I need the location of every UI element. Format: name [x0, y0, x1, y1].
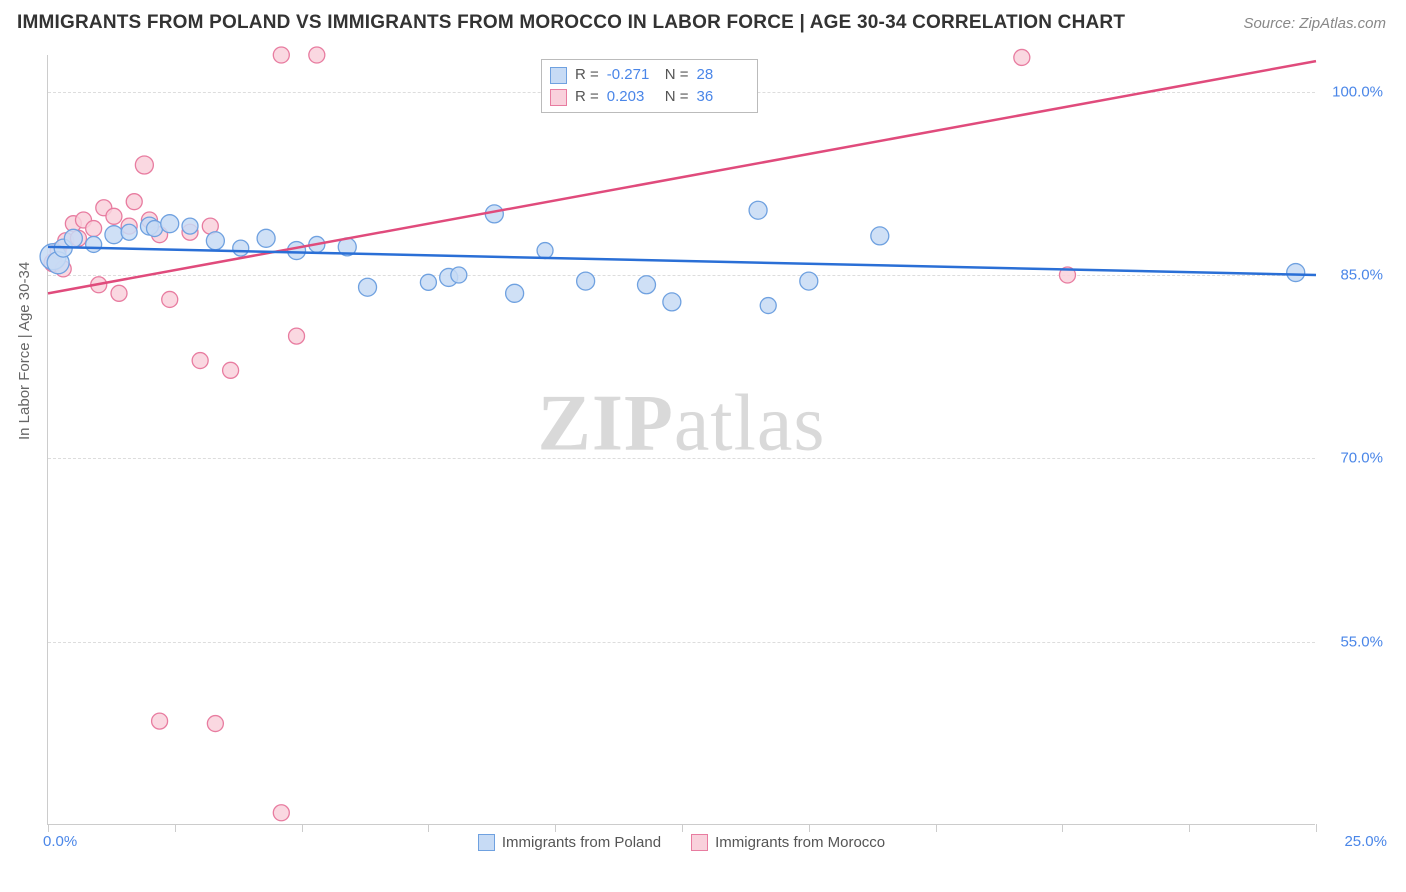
swatch-poland [550, 67, 567, 84]
legend-item-morocco: Immigrants from Morocco [691, 834, 885, 851]
r-label: R = [575, 86, 599, 108]
data-point-poland [105, 226, 123, 244]
x-tick [48, 824, 49, 832]
data-point-poland [451, 267, 467, 283]
data-point-poland [161, 215, 179, 233]
plot-area: ZIPatlas 55.0%70.0%85.0%100.0% R = -0.27… [47, 55, 1315, 825]
legend-label-poland: Immigrants from Poland [502, 834, 661, 851]
data-point-poland [86, 236, 102, 252]
data-point-poland [537, 243, 553, 259]
r-value-poland: -0.271 [607, 64, 657, 86]
n-label: N = [665, 64, 689, 86]
data-point-morocco [273, 47, 289, 63]
data-point-poland [506, 284, 524, 302]
data-point-poland [420, 274, 436, 290]
swatch-morocco [550, 89, 567, 106]
x-tick [1189, 824, 1190, 832]
x-tick [302, 824, 303, 832]
x-tick [682, 824, 683, 832]
data-point-morocco [192, 353, 208, 369]
data-point-morocco [86, 221, 102, 237]
legend-label-morocco: Immigrants from Morocco [715, 834, 885, 851]
chart-title: IMMIGRANTS FROM POLAND VS IMMIGRANTS FRO… [17, 12, 1125, 34]
legend-bottom: Immigrants from Poland Immigrants from M… [48, 834, 1315, 851]
x-tick [1316, 824, 1317, 832]
n-value-morocco: 36 [697, 86, 747, 108]
regression-line-poland [48, 247, 1316, 275]
data-point-morocco [162, 291, 178, 307]
x-tick [175, 824, 176, 832]
data-point-poland [182, 218, 198, 234]
x-axis-max-label: 25.0% [1344, 833, 1387, 850]
data-point-poland [577, 272, 595, 290]
scatter-plot-svg [48, 55, 1315, 824]
data-point-morocco [106, 208, 122, 224]
data-point-poland [760, 298, 776, 314]
n-value-poland: 28 [697, 64, 747, 86]
r-label: R = [575, 64, 599, 86]
legend-item-poland: Immigrants from Poland [478, 834, 661, 851]
y-tick-label: 85.0% [1340, 267, 1383, 284]
legend-stats-row-morocco: R = 0.203 N = 36 [550, 86, 747, 108]
legend-stats-box: R = -0.271 N = 28 R = 0.203 N = 36 [541, 59, 758, 113]
data-point-poland [359, 278, 377, 296]
data-point-poland [206, 232, 224, 250]
y-tick-label: 100.0% [1332, 83, 1383, 100]
swatch-morocco [691, 834, 708, 851]
x-tick [1062, 824, 1063, 832]
data-point-poland [233, 240, 249, 256]
data-point-morocco [135, 156, 153, 174]
data-point-poland [800, 272, 818, 290]
data-point-poland [749, 201, 767, 219]
data-point-poland [121, 224, 137, 240]
source-label: Source: ZipAtlas.com [1243, 15, 1386, 32]
swatch-poland [478, 834, 495, 851]
data-point-morocco [289, 328, 305, 344]
data-point-poland [288, 242, 306, 260]
legend-stats-row-poland: R = -0.271 N = 28 [550, 64, 747, 86]
y-tick-label: 55.0% [1340, 633, 1383, 650]
data-point-poland [1287, 264, 1305, 282]
data-point-poland [637, 276, 655, 294]
data-point-poland [257, 229, 275, 247]
x-tick [428, 824, 429, 832]
x-tick [936, 824, 937, 832]
data-point-poland [663, 293, 681, 311]
y-axis-label: In Labor Force | Age 30-34 [16, 262, 33, 440]
data-point-morocco [126, 194, 142, 210]
n-label: N = [665, 86, 689, 108]
x-tick [555, 824, 556, 832]
x-tick [809, 824, 810, 832]
y-tick-label: 70.0% [1340, 450, 1383, 467]
data-point-morocco [152, 713, 168, 729]
data-point-morocco [223, 362, 239, 378]
data-point-poland [64, 229, 82, 247]
data-point-morocco [207, 716, 223, 732]
data-point-morocco [273, 805, 289, 821]
data-point-poland [871, 227, 889, 245]
data-point-morocco [309, 47, 325, 63]
r-value-morocco: 0.203 [607, 86, 657, 108]
data-point-morocco [1014, 49, 1030, 65]
data-point-morocco [111, 285, 127, 301]
